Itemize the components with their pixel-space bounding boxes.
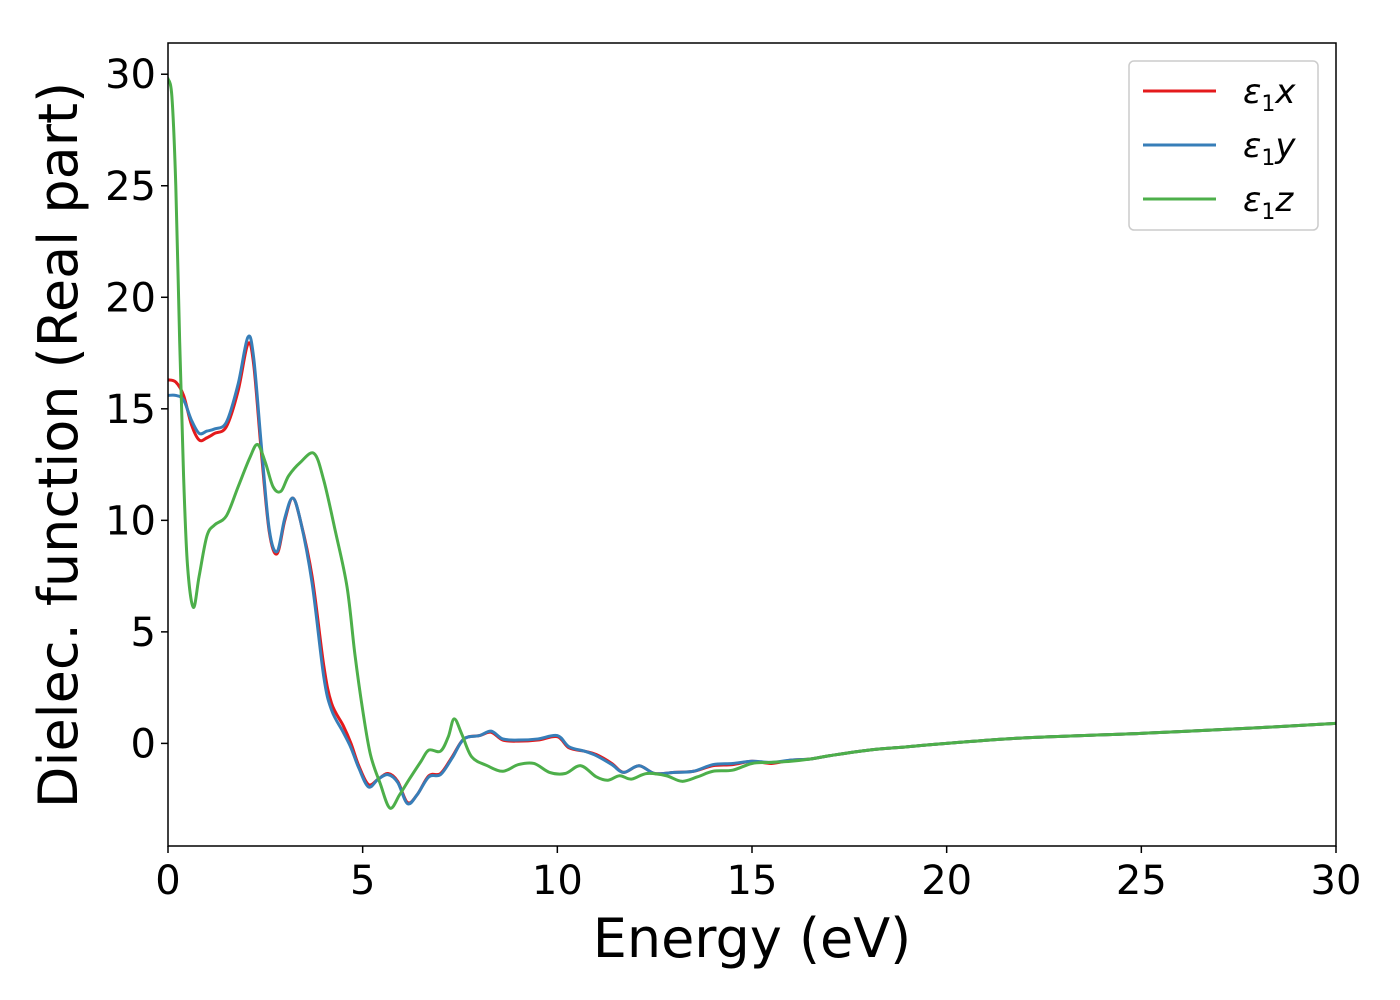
y-tick-label: 5	[131, 610, 156, 656]
legend-label-z: ε1z	[1243, 180, 1294, 225]
x-tick-label: 15	[727, 858, 778, 904]
y-tick-label: 30	[105, 52, 156, 98]
x-tick-label: 5	[350, 858, 375, 904]
y-axis-ticks: 0 5 10 15 20 25 30	[105, 52, 168, 767]
x-tick-label: 30	[1311, 858, 1362, 904]
x-axis-ticks: 0 5 10 15 20 25 30	[155, 846, 1361, 904]
series-line-z	[168, 77, 1336, 810]
series-layer	[168, 77, 1336, 810]
legend-label-x: ε1x	[1243, 72, 1296, 117]
legend-label-y: ε1y	[1243, 126, 1296, 171]
y-tick-label: 0	[131, 721, 156, 767]
x-tick-label: 0	[155, 858, 180, 904]
x-tick-label: 25	[1116, 858, 1167, 904]
y-tick-label: 25	[105, 164, 156, 210]
y-tick-label: 15	[105, 387, 156, 433]
legend: ε1x ε1y ε1z	[1128, 60, 1319, 231]
y-axis-label: Dielec. function (Real part)	[27, 82, 90, 808]
x-tick-label: 10	[532, 858, 583, 904]
y-tick-label: 20	[105, 275, 156, 321]
legend-box	[1128, 60, 1319, 231]
x-axis-label: Energy (eV)	[593, 907, 912, 970]
x-tick-label: 20	[921, 858, 972, 904]
y-tick-label: 10	[105, 498, 156, 544]
